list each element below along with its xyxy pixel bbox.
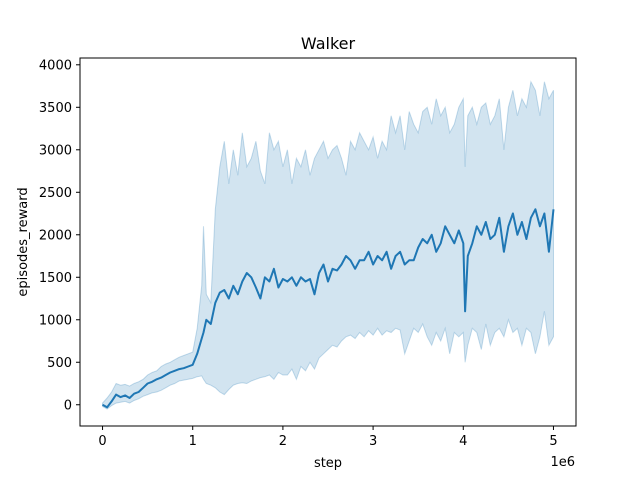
x-tick-label: 5	[549, 434, 557, 449]
y-tick-label: 500	[47, 356, 72, 371]
confidence-band-0	[102, 80, 554, 410]
y-tick-label: 1500	[39, 271, 72, 286]
x-tick-label: 1	[189, 434, 197, 449]
y-tick-label: 4000	[39, 58, 72, 73]
x-tick-label: 2	[279, 434, 287, 449]
x-tick-label: 3	[369, 434, 377, 449]
y-tick-label: 2500	[39, 186, 72, 201]
y-tick-label: 3000	[39, 143, 72, 158]
x-axis-offset-label: 1e6	[550, 455, 575, 470]
y-tick-label: 3500	[39, 101, 72, 116]
x-tick-label: 4	[459, 434, 467, 449]
y-axis: 0 500 1000 1500 2000 2500 3000 3500 4000	[39, 58, 80, 413]
axes-frame	[79, 57, 577, 427]
y-tick-label: 2000	[39, 228, 72, 243]
series-line-0	[102, 208, 555, 409]
y-tick-label: 0	[64, 398, 72, 413]
y-axis-label: episodes_reward	[16, 187, 31, 296]
y-tick-label: 1000	[39, 313, 72, 328]
plot-area	[102, 80, 555, 410]
x-axis-label: step	[314, 456, 342, 471]
x-tick-label: 0	[98, 434, 106, 449]
chart-title: Walker	[301, 34, 356, 53]
x-axis: 0 1 2 3 4 5	[98, 426, 558, 449]
